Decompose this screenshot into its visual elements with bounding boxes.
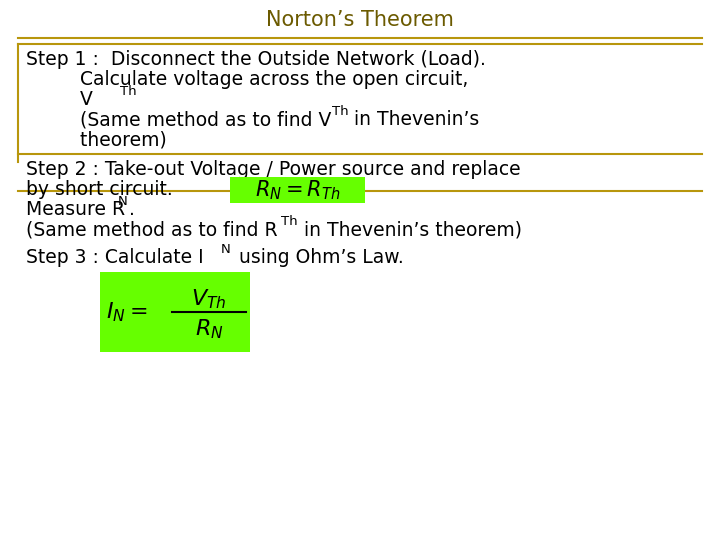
Text: Th: Th — [120, 85, 137, 98]
Text: Th: Th — [281, 215, 297, 228]
FancyBboxPatch shape — [100, 272, 250, 352]
Text: Calculate voltage across the open circuit,: Calculate voltage across the open circui… — [26, 70, 469, 89]
Text: Step 3 : Calculate I: Step 3 : Calculate I — [26, 248, 204, 267]
Text: N: N — [221, 243, 230, 256]
Text: $R_N$: $R_N$ — [194, 317, 223, 341]
Text: $I_N =$: $I_N =$ — [106, 300, 148, 324]
Text: V: V — [26, 90, 93, 109]
Text: $R_N = R_{Th}$: $R_N = R_{Th}$ — [255, 178, 340, 202]
Text: Step 2 : Take-out Voltage / Power source and replace: Step 2 : Take-out Voltage / Power source… — [26, 160, 521, 179]
FancyBboxPatch shape — [230, 177, 365, 203]
Text: Step 1 :  Disconnect the Outside Network (Load).: Step 1 : Disconnect the Outside Network … — [26, 50, 486, 69]
Text: using Ohm’s Law.: using Ohm’s Law. — [233, 248, 404, 267]
Text: by short circuit.: by short circuit. — [26, 180, 173, 199]
Text: theorem): theorem) — [26, 130, 167, 149]
Text: (Same method as to find V: (Same method as to find V — [26, 110, 331, 129]
Text: .: . — [129, 200, 135, 219]
Text: Norton’s Theorem: Norton’s Theorem — [266, 10, 454, 30]
Text: $V_{Th}$: $V_{Th}$ — [192, 287, 227, 311]
Text: Th: Th — [332, 105, 348, 118]
Text: in Thevenin’s: in Thevenin’s — [348, 110, 480, 129]
Text: (Same method as to find R: (Same method as to find R — [26, 220, 278, 239]
Text: in Thevenin’s theorem): in Thevenin’s theorem) — [298, 220, 522, 239]
Text: N: N — [118, 195, 127, 208]
Text: Measure R: Measure R — [26, 200, 125, 219]
